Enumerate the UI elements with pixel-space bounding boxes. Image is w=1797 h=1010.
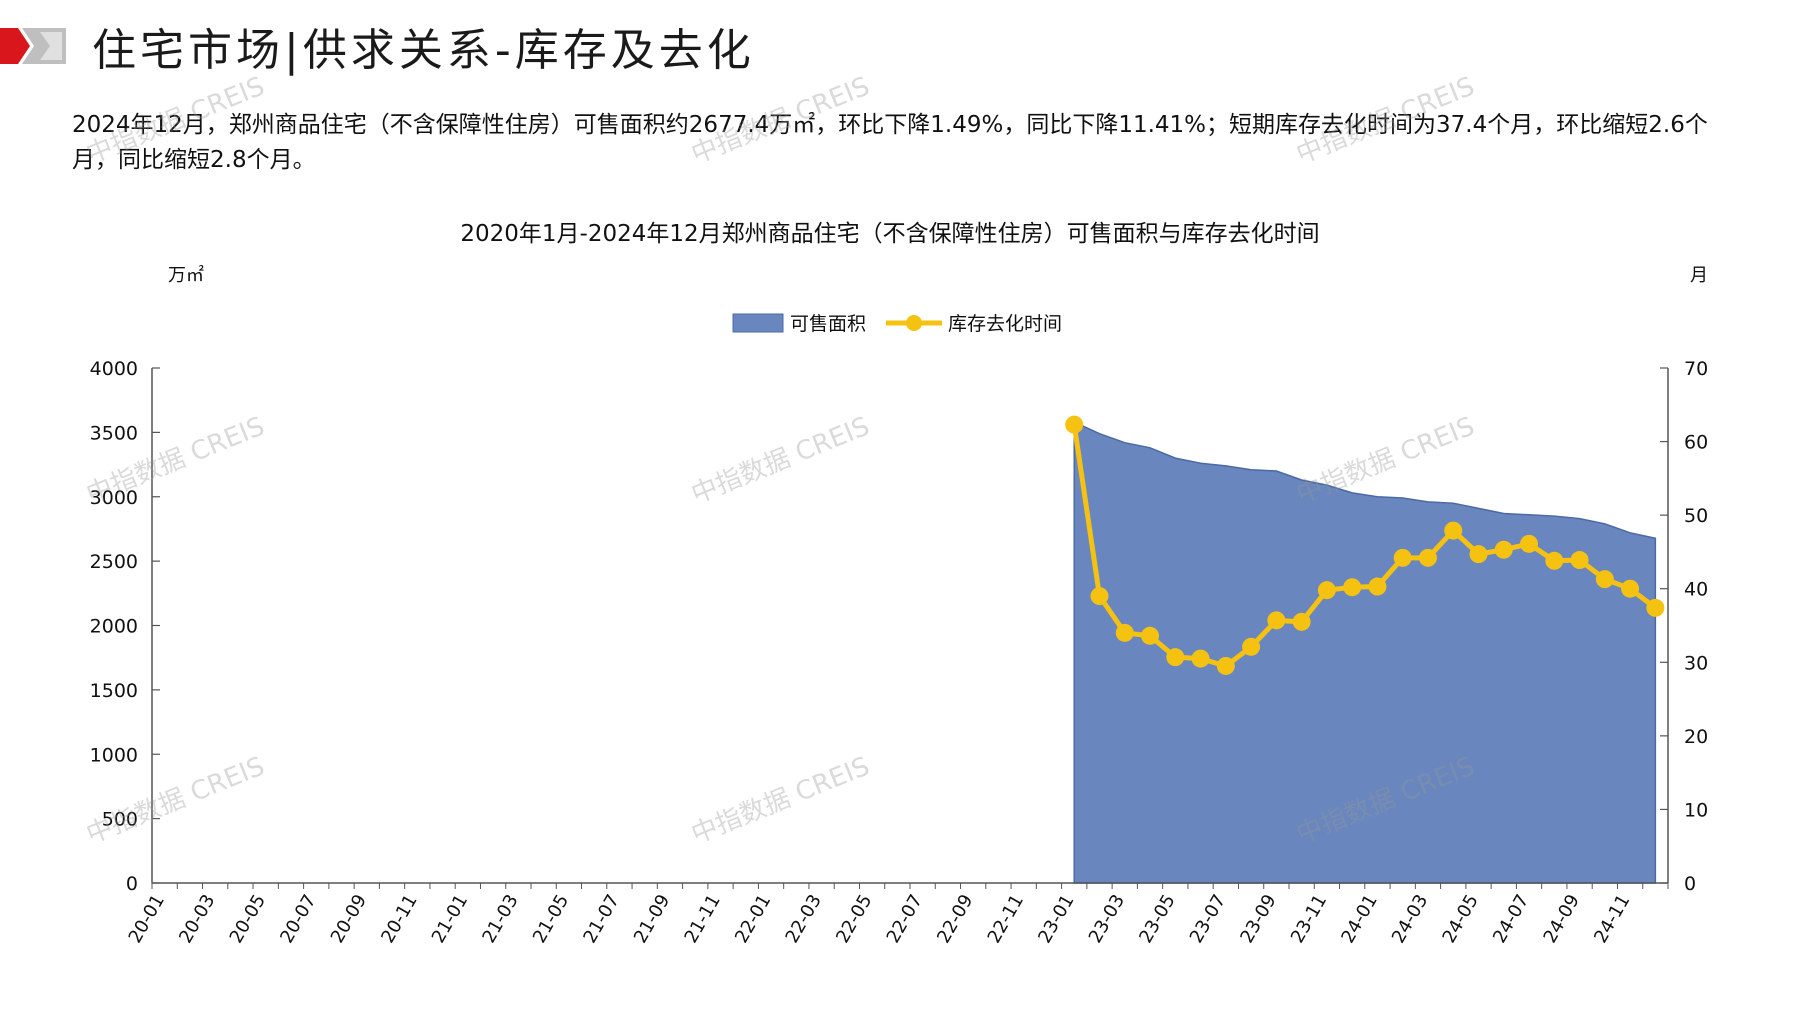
y-right-tick-label: 20 xyxy=(1684,726,1708,748)
x-tick-label: 23-03 xyxy=(1085,891,1129,947)
line-point xyxy=(1267,611,1286,630)
logo-light-shape xyxy=(40,32,62,60)
chart-title: 2020年1月-2024年12月郑州商品住宅（不含保障性住房）可售面积与库存去化… xyxy=(460,221,1319,247)
line-point xyxy=(1621,579,1640,598)
y-left-tick-label: 0 xyxy=(126,873,138,895)
legend: 可售面积 库存去化时间 xyxy=(732,313,1062,335)
y-left-tick-label: 3000 xyxy=(90,487,138,509)
line-point xyxy=(1545,551,1564,570)
legend-label-line: 库存去化时间 xyxy=(948,313,1062,335)
line-point xyxy=(1292,612,1311,631)
x-tick-label: 20-01 xyxy=(125,891,169,947)
x-tick-label: 21-05 xyxy=(529,891,573,947)
y-right-tick-label: 70 xyxy=(1684,358,1708,380)
x-tick-label: 24-11 xyxy=(1590,891,1634,947)
x-tick-label: 22-09 xyxy=(933,891,977,947)
x-tick-label: 20-03 xyxy=(175,891,219,947)
x-tick-label: 21-09 xyxy=(630,891,674,947)
x-tick-label: 24-05 xyxy=(1438,891,1482,947)
plot-area: 0 500 1000 1500 2000 2500 3000 3500 4000 0 10 20 30 4… xyxy=(90,358,1709,947)
y-left-tick-label: 2500 xyxy=(90,551,138,573)
area-series-available-stock xyxy=(1073,420,1657,884)
legend-label-area: 可售面积 xyxy=(790,313,866,335)
y-left-tick-label: 3500 xyxy=(90,422,138,444)
x-tick-label: 24-07 xyxy=(1489,891,1533,947)
x-tick-label: 24-09 xyxy=(1540,891,1584,947)
x-tick-label: 21-11 xyxy=(680,891,724,947)
line-point xyxy=(1444,521,1463,540)
line-point xyxy=(1166,648,1185,667)
y-right-tick-label: 0 xyxy=(1684,873,1696,895)
line-point xyxy=(1595,570,1614,589)
y-left-tick-label: 4000 xyxy=(90,358,138,380)
x-tick-label: 21-01 xyxy=(428,891,472,947)
x-tick-label: 21-03 xyxy=(478,891,522,947)
x-tick-label: 22-07 xyxy=(883,891,927,947)
x-tick-label: 20-05 xyxy=(226,891,270,947)
line-point xyxy=(1343,578,1362,597)
y-right-unit: 月 xyxy=(1690,265,1708,286)
summary-text: 2024年12月，郑州商品住宅（不含保障性住房）可售面积约2677.4万㎡，环比… xyxy=(72,112,1708,173)
line-point xyxy=(1494,540,1513,559)
line-point xyxy=(1368,577,1387,596)
x-tick-label: 24-03 xyxy=(1388,891,1432,947)
y-left-tick-label: 2000 xyxy=(90,616,138,638)
x-tick-label: 23-11 xyxy=(1287,891,1331,947)
line-point xyxy=(1418,548,1437,567)
legend-swatch-marker xyxy=(906,315,922,331)
line-point xyxy=(1216,656,1235,675)
x-tick-label: 21-07 xyxy=(579,891,623,947)
y-left-tick-label: 1500 xyxy=(90,680,138,702)
logo-red-shape xyxy=(0,28,30,64)
line-point xyxy=(1393,548,1412,567)
x-tick-label: 22-05 xyxy=(832,891,876,947)
line-point xyxy=(1090,587,1109,606)
line-point xyxy=(1317,581,1336,600)
x-tick-label: 22-03 xyxy=(782,891,826,947)
y-left-unit: 万㎡ xyxy=(168,264,204,286)
x-tick-label: 20-11 xyxy=(377,891,421,947)
line-point xyxy=(1191,649,1210,668)
y-right-tick-label: 40 xyxy=(1684,579,1708,601)
legend-swatch-area xyxy=(732,313,784,333)
x-tick-label: 22-01 xyxy=(731,891,775,947)
x-tick-label: 24-01 xyxy=(1337,891,1381,947)
page-title: 住宅市场|供求关系-库存及去化 xyxy=(92,25,755,76)
brand-logo xyxy=(0,28,66,64)
x-tick-label: 23-07 xyxy=(1186,891,1230,947)
x-tick-label: 23-01 xyxy=(1034,891,1078,947)
y-left-tick-label: 500 xyxy=(102,809,138,831)
line-point xyxy=(1141,626,1160,645)
y-right-tick-label: 10 xyxy=(1684,799,1708,821)
y-right-tick-label: 30 xyxy=(1684,652,1708,674)
y-left-tick-label: 1000 xyxy=(90,744,138,766)
line-point xyxy=(1520,534,1539,553)
x-tick-label: 23-05 xyxy=(1135,891,1179,947)
line-point xyxy=(1065,415,1084,434)
line-point xyxy=(1115,623,1134,642)
line-point xyxy=(1570,551,1589,570)
x-tick-label: 22-11 xyxy=(984,891,1028,947)
line-point xyxy=(1242,637,1261,656)
x-tick-label: 23-09 xyxy=(1236,891,1280,947)
x-tick-label: 20-07 xyxy=(276,891,320,947)
x-tick-label: 20-09 xyxy=(327,891,371,947)
line-point xyxy=(1646,598,1665,617)
y-right-tick-label: 50 xyxy=(1684,505,1708,527)
y-right-tick-label: 60 xyxy=(1684,432,1708,454)
line-point xyxy=(1469,545,1488,564)
